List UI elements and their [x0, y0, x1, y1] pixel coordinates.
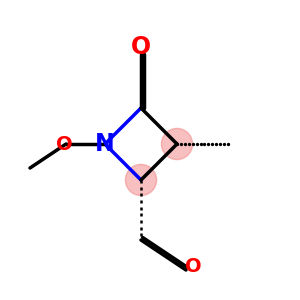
Circle shape — [125, 164, 157, 196]
Text: O: O — [131, 34, 151, 58]
Text: O: O — [185, 257, 202, 277]
Text: O: O — [56, 134, 73, 154]
Text: N: N — [95, 132, 115, 156]
Circle shape — [161, 128, 193, 160]
